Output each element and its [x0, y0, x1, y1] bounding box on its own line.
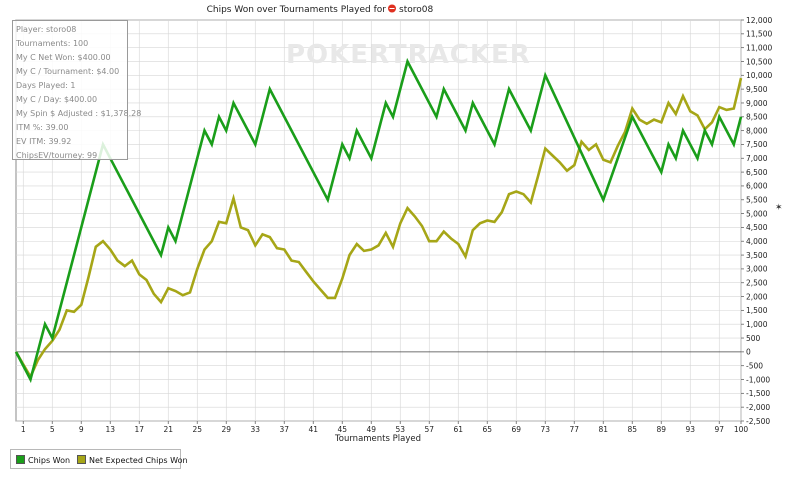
y-tick-label: 0: [746, 348, 751, 357]
legend-item-expected[interactable]: Net Expected Chips Won: [77, 455, 188, 465]
x-tick-label: 73: [540, 425, 550, 434]
player-flag-icon: [388, 4, 396, 13]
x-tick-label: 13: [105, 425, 115, 434]
y-tick-label: 3,000: [746, 265, 768, 274]
x-axis-label: Tournaments Played: [334, 434, 421, 444]
x-tick-label: 33: [250, 425, 260, 434]
x-tick-label: 1: [21, 425, 26, 434]
x-tick-label: 9: [79, 425, 84, 434]
legend-label: Net Expected Chips Won: [89, 456, 188, 465]
y-tick-label: 10,500: [746, 57, 772, 66]
x-tick-label: 81: [598, 425, 608, 434]
y-tick-label: 2,000: [746, 292, 768, 301]
x-tick-label: 97: [714, 425, 724, 434]
x-tick-label: 37: [279, 425, 289, 434]
y-tick-label: 6,000: [746, 182, 768, 191]
x-axis: 1 5 9 13 17 21 25 29 33 37 41 45 49 53 57 61 65 69 73 77 81 8…: [21, 421, 749, 434]
x-tick-label: 100: [734, 425, 749, 434]
info-spin-adjusted: My Spin $ Adjusted : $1,378.28: [16, 109, 142, 118]
x-tick-label: 61: [453, 425, 463, 434]
y-tick-label: 8,000: [746, 126, 768, 135]
x-tick-label: 85: [627, 425, 637, 434]
y-tick-label: -2,000: [746, 403, 770, 412]
stats-info-box: Player: storo08 Tournaments: 100 My C Ne…: [12, 20, 141, 160]
x-tick-label: 45: [337, 425, 347, 434]
y-tick-label: 12,000: [746, 16, 772, 25]
y-axis: 12,000 11,500 11,000 10,500 10,000 9,500 9,000…: [741, 16, 772, 426]
series-line-net-expected: [14, 77, 743, 380]
info-per-day: My C / Day: $400.00: [16, 95, 98, 104]
info-net-won: My C Net Won: $400.00: [16, 53, 111, 62]
y-tick-label: -1,500: [746, 389, 770, 398]
y-tick-label: -2,500: [746, 417, 770, 426]
y-tick-label: 500: [746, 334, 761, 343]
plot-area: [15, 19, 742, 422]
series-lines: [14, 57, 743, 384]
legend: Chips Won Net Expected Chips Won: [10, 449, 188, 469]
legend-label: Chips Won: [28, 456, 71, 465]
y-tick-label: 7,500: [746, 140, 768, 149]
y-tick-label: 10,000: [746, 71, 772, 80]
x-tick-label: 89: [656, 425, 666, 434]
x-tick-label: 17: [134, 425, 144, 434]
x-tick-label: 21: [163, 425, 173, 434]
y-tick-label: 1,500: [746, 306, 768, 315]
info-chips-ev: ChipsEV/tourney: 99: [16, 151, 98, 160]
legend-swatch-icon: [77, 455, 86, 464]
y-tick-label: 9,500: [746, 85, 768, 94]
info-ev-itm: EV ITM: 39.92: [16, 137, 72, 146]
info-days-played: Days Played: 1: [16, 81, 76, 90]
y-tick-label: 4,500: [746, 223, 768, 232]
legend-swatch-icon: [16, 455, 25, 464]
x-tick-label: 5: [50, 425, 55, 434]
y-tick-label: 4,000: [746, 237, 768, 246]
x-tick-label: 49: [366, 425, 376, 434]
chart-title-player: storo08: [399, 5, 433, 15]
y-tick-label: 11,500: [746, 30, 772, 39]
y-tick-label: 9,000: [746, 99, 768, 108]
y-tick-label: 3,500: [746, 251, 768, 260]
y-tick-label: -1,000: [746, 375, 770, 384]
x-tick-label: 57: [424, 425, 434, 434]
y-tick-label: 11,000: [746, 43, 772, 52]
info-tournaments: Tournaments: 100: [16, 39, 89, 48]
y-tick-label: 5,000: [746, 209, 768, 218]
watermark-logo: POKERTRACKER: [286, 40, 531, 70]
info-per-tournament: My C / Tournament: $4.00: [16, 67, 120, 76]
x-tick-label: 69: [511, 425, 521, 434]
chart-title: Chips Won over Tournaments Played for: [207, 5, 387, 15]
y-tick-label: 7,000: [746, 154, 768, 163]
series-line-chips-won: [14, 57, 743, 384]
x-tick-label: 77: [569, 425, 579, 434]
x-tick-label: 65: [482, 425, 492, 434]
x-tick-label: 53: [395, 425, 405, 434]
legend-item-chips-won[interactable]: Chips Won: [16, 455, 70, 465]
x-tick-label: 29: [221, 425, 231, 434]
y-tick-label: 2,500: [746, 279, 768, 288]
x-tick-label: 93: [685, 425, 695, 434]
cursor-icon: ✶: [775, 203, 783, 213]
y-tick-label: 6,500: [746, 168, 768, 177]
y-tick-label: 1,000: [746, 320, 768, 329]
info-player: Player: storo08: [16, 25, 77, 34]
y-tick-label: -500: [746, 361, 763, 370]
y-tick-label: 5,500: [746, 196, 768, 205]
y-tick-label: 8,500: [746, 113, 768, 122]
x-tick-label: 41: [308, 425, 318, 434]
info-itm: ITM %: 39.00: [16, 123, 69, 132]
x-tick-label: 25: [192, 425, 202, 434]
